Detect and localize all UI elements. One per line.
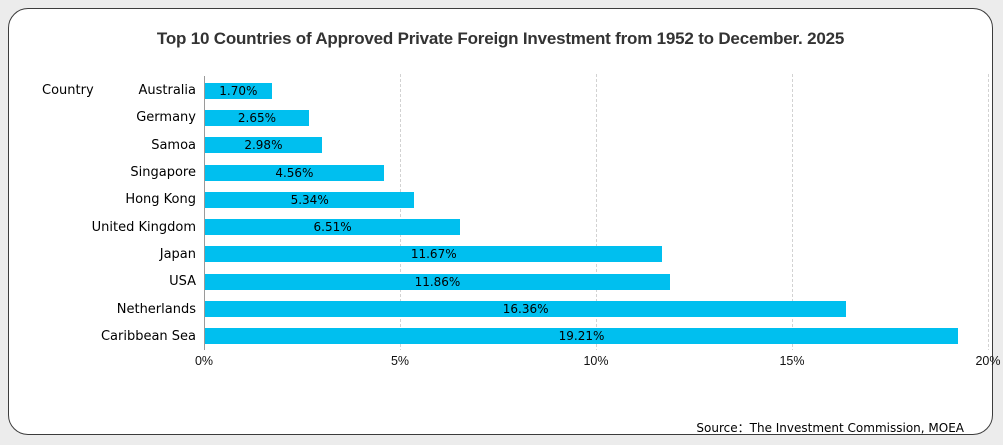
x-tick-label: 5% xyxy=(390,354,410,368)
source-note: Source：The Investment Commission, MOEA xyxy=(696,421,964,435)
bar: 11.86% xyxy=(205,273,670,290)
bar-track: 1.70% xyxy=(204,82,988,99)
page-title: Top 10 Countries of Approved Private For… xyxy=(156,29,845,48)
gridline xyxy=(596,74,597,350)
bar: 11.67% xyxy=(205,246,663,263)
bar-track: 2.65% xyxy=(204,109,988,126)
category-label: United Kingdom xyxy=(91,219,196,235)
plot-gridlines xyxy=(204,74,989,350)
category-label: Samoa xyxy=(151,137,196,153)
bar: 16.36% xyxy=(205,301,847,318)
value-label: 1.70% xyxy=(219,83,258,98)
bar-track: 6.51% xyxy=(204,219,988,236)
bar-track: 11.86% xyxy=(204,273,988,290)
category-label: Caribbean Sea xyxy=(100,328,196,344)
bar: 5.34% xyxy=(205,191,415,208)
bar: 19.21% xyxy=(205,328,959,345)
value-label: 19.21% xyxy=(558,329,605,344)
bar-row: Netherlands 16.36% xyxy=(19,295,988,322)
bar: 1.70% xyxy=(205,82,272,99)
bar-row: Samoa 2.98% xyxy=(19,132,988,159)
bar-row: Singapore 4.56% xyxy=(19,159,988,186)
bar-row: Caribbean Sea 19.21% xyxy=(19,323,988,350)
bar: 4.56% xyxy=(205,164,384,181)
bar-track: 5.34% xyxy=(204,191,988,208)
gridline xyxy=(400,74,401,350)
bar: 2.65% xyxy=(205,109,309,126)
category-label: Singapore xyxy=(130,165,196,181)
x-tick-label: 0% xyxy=(194,354,214,368)
bar-row: Japan 11.67% xyxy=(19,241,988,268)
x-axis-tick-labels: 0% 5% 10% 15% 20% xyxy=(195,354,1001,370)
y-axis-line xyxy=(204,76,205,350)
x-tick-label: 20% xyxy=(975,354,1001,368)
category-label: USA xyxy=(169,274,196,290)
bar-row: United Kingdom 6.51% xyxy=(19,213,988,240)
bar-track: 2.98% xyxy=(204,137,988,154)
bar: 6.51% xyxy=(205,219,461,236)
value-label: 5.34% xyxy=(290,192,329,207)
category-label: Hong Kong xyxy=(125,192,196,208)
x-tick-label: 10% xyxy=(583,354,609,368)
category-label: Australia xyxy=(138,83,196,99)
value-label: 4.56% xyxy=(275,165,314,180)
bar-row: Hong Kong 5.34% xyxy=(19,186,988,213)
bar-row: USA 11.86% xyxy=(19,268,988,295)
bar-rows: Australia 1.70% Germany 2.65% Samoa 2.98% Sing… xyxy=(19,77,988,350)
value-label: 2.98% xyxy=(244,138,283,153)
category-label: Japan xyxy=(159,246,196,262)
value-label: 11.67% xyxy=(410,247,457,262)
bar-row: Australia 1.70% xyxy=(19,77,988,104)
category-label: Germany xyxy=(136,110,196,126)
bar: 2.98% xyxy=(205,137,322,154)
value-label: 2.65% xyxy=(237,110,276,125)
y-axis-title: Country xyxy=(42,83,94,98)
bar-track: 16.36% xyxy=(204,301,988,318)
chart-card: Top 10 Countries of Approved Private For… xyxy=(8,8,1001,435)
value-label: 16.36% xyxy=(502,302,549,317)
bar-row: Germany 2.65% xyxy=(19,104,988,131)
bar-track: 4.56% xyxy=(204,164,988,181)
gridline xyxy=(988,74,989,350)
gridline xyxy=(792,74,793,350)
category-label: Netherlands xyxy=(116,301,196,317)
value-label: 6.51% xyxy=(313,220,352,235)
x-tick-label: 15% xyxy=(779,354,805,368)
bar-track: 11.67% xyxy=(204,246,988,263)
value-label: 11.86% xyxy=(414,274,461,289)
bar-track: 19.21% xyxy=(204,328,988,345)
